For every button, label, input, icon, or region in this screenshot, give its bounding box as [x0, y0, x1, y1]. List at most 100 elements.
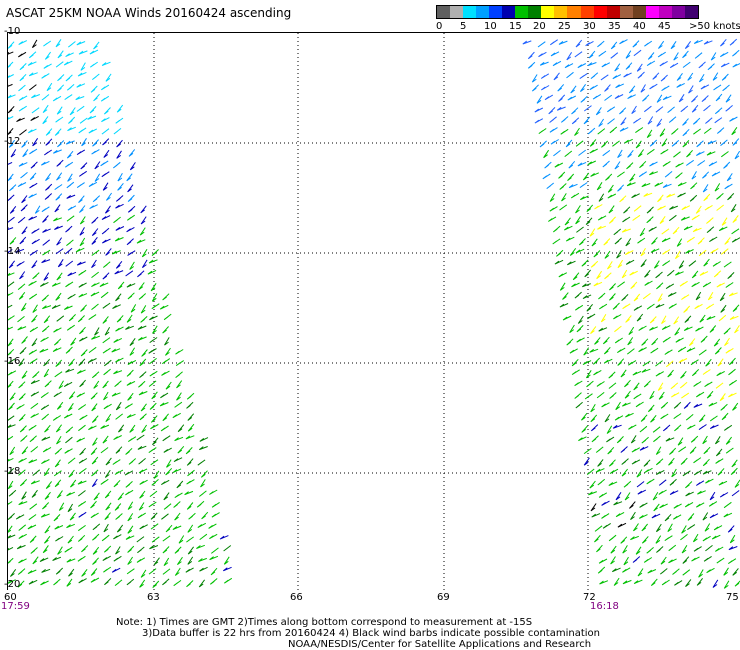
wind-barb [6, 534, 16, 539]
wind-barb [632, 523, 639, 532]
wind-barb [647, 116, 654, 125]
wind-barb [76, 392, 86, 398]
wind-barb [678, 358, 688, 363]
wind-barb [45, 481, 52, 489]
wind-barb [635, 546, 642, 555]
wind-barb [709, 325, 717, 333]
wind-barb [40, 580, 49, 586]
wind-barb [111, 567, 121, 573]
wind-barb [161, 370, 170, 376]
wind-barb [57, 50, 64, 59]
wind-barb [556, 106, 566, 111]
wind-barb [41, 94, 50, 101]
wind-barb [199, 533, 208, 540]
wind-barb [8, 489, 17, 497]
wind-barb [9, 184, 17, 192]
wind-barb [702, 458, 710, 467]
wind-barb [680, 105, 689, 113]
wind-barb [17, 216, 26, 224]
wind-barb [56, 436, 62, 445]
wind-barb [138, 468, 148, 474]
wind-barb [718, 314, 727, 322]
wind-barb [672, 568, 680, 575]
wind-barb [94, 327, 100, 336]
wind-barb [93, 492, 100, 501]
wind-barb [90, 512, 99, 519]
wind-barb [219, 535, 229, 540]
wind-barb [79, 170, 87, 177]
wind-barb [639, 502, 648, 508]
wind-barb [153, 470, 160, 479]
wind-barb [91, 228, 99, 236]
wind-barb [661, 579, 670, 586]
wind-barb [659, 60, 668, 67]
wind-barb [578, 436, 587, 442]
wind-barb [621, 458, 629, 465]
wind-barb [30, 402, 39, 410]
wind-barb [630, 535, 639, 541]
wind-barb [140, 216, 147, 225]
wind-barb [601, 513, 610, 519]
wind-barb [552, 238, 561, 245]
wind-barb [697, 160, 706, 167]
wind-barb [590, 326, 597, 334]
wind-barb [660, 401, 669, 409]
wind-barb [668, 214, 677, 222]
wind-barb [633, 293, 641, 302]
wind-barb [566, 338, 574, 346]
wind-barb [6, 525, 13, 534]
wind-barb [613, 314, 622, 320]
wind-barb [682, 556, 690, 564]
wind-barb [102, 138, 110, 146]
wind-barb [655, 360, 663, 367]
wind-barb [7, 358, 16, 365]
wind-barb [723, 261, 732, 268]
wind-barb [165, 467, 173, 476]
wind-barb [78, 458, 88, 464]
wind-barb [522, 40, 532, 45]
wind-barb [137, 445, 147, 450]
wind-barb [39, 557, 49, 562]
wind-barb [691, 104, 699, 113]
wind-barb [677, 181, 687, 187]
colorbar-tick-label: 40 [633, 21, 646, 32]
wind-barb [666, 269, 675, 277]
wind-barb [593, 281, 603, 287]
wind-barb [163, 557, 170, 566]
wind-barb [693, 546, 702, 552]
wind-barb [42, 228, 51, 233]
wind-barb [56, 237, 63, 246]
wind-barb [605, 173, 613, 181]
wind-barb [637, 568, 644, 577]
wind-barb [21, 140, 28, 148]
wind-barb [629, 270, 638, 276]
wind-barb [148, 447, 157, 454]
wind-barb [81, 138, 87, 147]
wind-barb [7, 513, 15, 520]
wind-barb [91, 73, 100, 80]
wind-barb [560, 128, 569, 135]
wind-barb [91, 456, 99, 465]
wind-barb [148, 348, 157, 354]
colorbar-swatch [541, 6, 555, 18]
wind-barb [150, 459, 159, 466]
wind-barb [126, 413, 136, 419]
wind-barb [129, 162, 136, 171]
wind-barb [223, 566, 232, 572]
wind-barb [94, 173, 101, 182]
wind-barb [703, 258, 710, 267]
wind-barb [92, 523, 101, 531]
wind-barb [666, 193, 676, 198]
wind-barb [9, 392, 16, 401]
wind-barb [706, 303, 715, 310]
wind-barb [664, 349, 673, 355]
wind-barb [117, 492, 124, 501]
wind-barb [691, 281, 700, 288]
wind-barb [56, 272, 63, 281]
wind-barb [559, 282, 566, 291]
wind-barb [619, 127, 629, 132]
wind-barb [619, 39, 628, 45]
wind-barb [161, 479, 170, 486]
wind-barb [112, 161, 121, 169]
wind-barb [683, 305, 691, 313]
